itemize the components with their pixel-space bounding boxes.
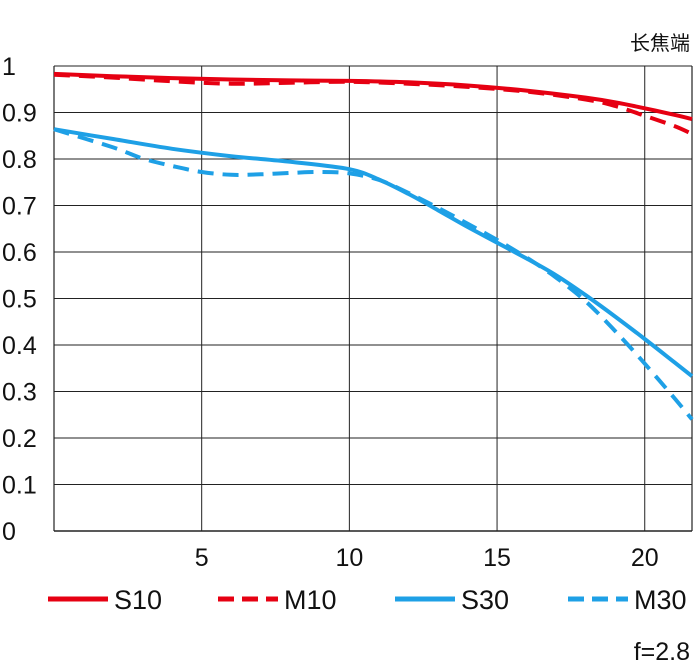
- y-tick-label: 0.1: [2, 472, 37, 500]
- x-tick-label: 20: [631, 544, 659, 572]
- y-tick-label: 0.7: [2, 193, 37, 221]
- x-tick-label: 10: [335, 544, 363, 572]
- grid: [54, 65, 692, 532]
- legend-label-m30: M30: [634, 585, 687, 615]
- legend-label-s30: S30: [461, 585, 509, 615]
- legend-label-m10: M10: [284, 585, 337, 615]
- x-tick-label: 15: [483, 544, 511, 572]
- y-tick-label: 0.5: [2, 286, 37, 314]
- y-tick-label: 0.2: [2, 425, 37, 453]
- y-tick-label: 0.3: [2, 379, 37, 407]
- series-line-m10: [53, 72, 693, 136]
- footnote-label: f=2.8: [634, 638, 690, 666]
- series-line-m30: [53, 127, 694, 421]
- legend-label-s10: S10: [114, 585, 162, 615]
- y-tick-label: 0: [2, 518, 16, 546]
- y-tick-label: 1: [2, 53, 16, 81]
- series-lines: [53, 71, 694, 421]
- axes: [53, 66, 693, 532]
- series-line-s30: [53, 127, 694, 378]
- tick-labels: 00.10.20.30.40.50.60.70.80.915 10 15 20: [2, 53, 659, 572]
- y-tick-label: 0.4: [2, 332, 37, 360]
- y-tick-label: 0.9: [2, 100, 37, 128]
- corner-label: 长焦端: [630, 31, 690, 55]
- y-tick-label: 0.6: [2, 239, 37, 267]
- legend: S10 M10 S30 M30: [48, 585, 687, 615]
- y-tick-label: 0.8: [2, 146, 37, 174]
- x-tick-label: 5: [195, 544, 209, 572]
